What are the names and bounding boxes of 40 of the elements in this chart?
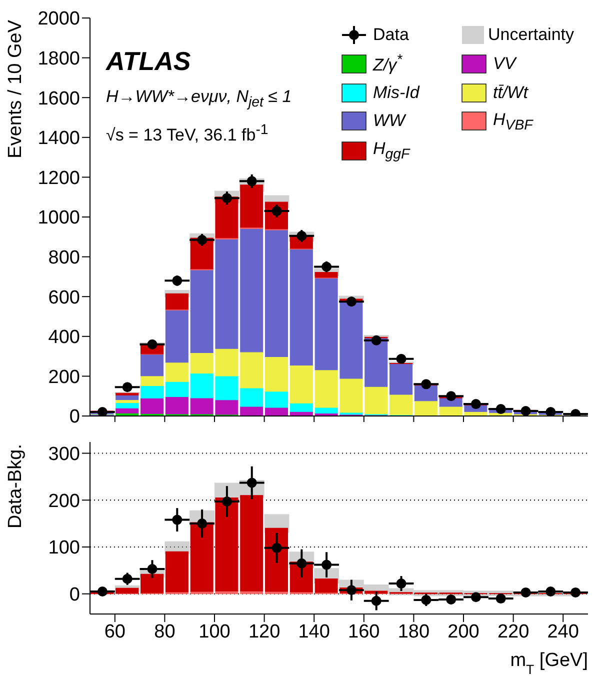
legend-label: Uncertainty [488,25,574,45]
legend-label: H$_{ggF}$ [373,139,410,162]
y-tick-label: 100 [48,538,80,559]
legend-label: tt̄/Wt [493,82,528,103]
annotation: H→WW*→eνμν, N$_{jet}$ ≤ 1 [106,87,292,110]
y-tick-label: 300 [48,444,80,465]
y-axis-title: Events / 10 GeV [4,20,26,158]
y-tick-label: 400 [48,327,80,348]
x-tick-label: 240 [547,621,579,642]
y-tick-label: 200 [48,490,80,512]
y-tick-label: 1600 [38,88,80,110]
x-tick-label: 120 [248,621,280,642]
x-tick-label: 60 [104,621,126,642]
x-tick-label: 100 [198,621,230,642]
x-tick-label: 220 [497,621,530,642]
y-tick-label: 1400 [38,128,80,150]
legend-label: VV [493,54,516,74]
y-tick-label: 1000 [38,208,80,229]
y-tick-label: 0 [69,584,80,606]
y-tick-label: 2000 [38,8,80,30]
y-tick-label: 1800 [38,48,80,70]
y-tick-label: 1200 [38,168,80,189]
legend-label: Z/γ$^{*}$ [373,52,402,76]
y-tick-label: 0 [69,406,80,428]
x-tick-label: 180 [398,621,430,642]
legend-label: WW [373,111,406,132]
annotation: ATLAS [106,46,192,77]
x-tick-label: 140 [298,621,330,642]
annotation: √s = 13 TeV, 36.1 fb$^{-1}$ [106,122,270,146]
legend-label: Mis-Id [373,82,420,103]
x-tick-label: 80 [154,621,176,642]
x-tick-label: 200 [448,621,480,642]
x-axis-title: m$_{T}$ [GeV] [510,650,588,676]
y-axis-title: Data-Bkg. [4,444,26,528]
y-tick-label: 600 [48,287,80,308]
y-tick-label: 200 [48,366,80,388]
y-tick-label: 800 [48,248,80,269]
x-tick-label: 160 [348,621,380,642]
legend-label: Data [373,25,409,45]
legend-label: H$_{VBF}$ [493,110,533,134]
